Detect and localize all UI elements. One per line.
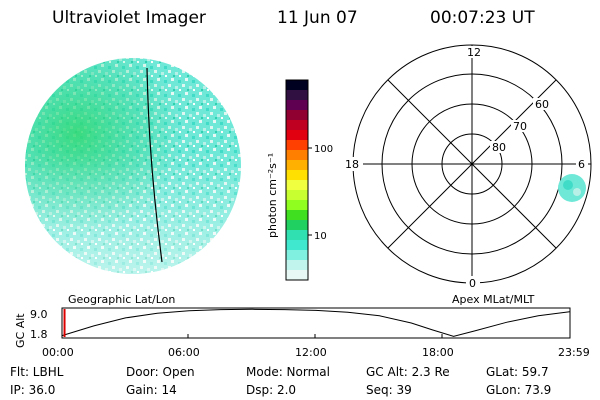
info-filter: Flt: LBHL <box>10 365 64 379</box>
color-bar-stripe <box>286 90 308 101</box>
info-mode: Mode: Normal <box>246 365 330 379</box>
color-bar-stripe <box>286 100 308 111</box>
strip-x-tick-0600: 06:00 <box>168 346 200 359</box>
info-gain: Gain: 14 <box>126 383 177 397</box>
strip-right-title: Apex MLat/MLT <box>452 293 535 306</box>
strip-y-axis-label: GC Alt <box>14 313 27 348</box>
color-bar-stripe <box>286 110 308 121</box>
color-bar-stripe <box>286 250 308 261</box>
color-bar-stripe <box>286 220 308 231</box>
color-bar-stripe <box>286 180 308 191</box>
polar-label-12: 12 <box>467 46 481 59</box>
instrument-title: Ultraviolet Imager <box>52 8 206 28</box>
color-bar-tick-100: 100 <box>314 144 333 155</box>
polar-uv-patch <box>558 174 586 202</box>
color-bar-stripe <box>286 260 308 271</box>
altitude-strip: GC Alt 9.0 1.8 00:00 06:00 12:00 18:00 2… <box>14 307 590 359</box>
polar-label-70: 70 <box>513 120 527 133</box>
strip-y-tick-9: 9.0 <box>30 308 48 321</box>
color-bar-stripe <box>286 230 308 241</box>
color-bar-scale <box>286 80 308 281</box>
strip-x-tick-2359: 23:59 <box>558 346 590 359</box>
strip-y-tick-1-8: 1.8 <box>30 328 48 341</box>
altitude-curve <box>61 308 570 337</box>
color-bar-stripe <box>286 170 308 181</box>
color-bar-stripe <box>286 150 308 161</box>
observation-date: 11 Jun 07 <box>277 8 358 28</box>
color-bar-stripe <box>286 80 308 91</box>
terminator-line <box>146 67 163 263</box>
info-glat: GLat: 59.7 <box>486 365 549 379</box>
observation-time: 00:07:23 UT <box>430 8 535 28</box>
info-ip: IP: 36.0 <box>10 383 56 397</box>
color-bar-stripe <box>286 130 308 141</box>
polar-label-80: 80 <box>492 141 506 154</box>
polar-label-6: 6 <box>578 158 585 171</box>
info-door: Door: Open <box>126 365 195 379</box>
color-bar-tick-10: 10 <box>314 231 327 242</box>
polar-label-0: 0 <box>469 277 476 290</box>
info-seq: Seq: 39 <box>366 383 412 397</box>
strip-frame <box>61 307 571 339</box>
color-bar-stripe <box>286 190 308 201</box>
strip-x-tick-1800: 18:00 <box>422 346 454 359</box>
uv-disk-image <box>25 58 241 274</box>
color-bar-stripe <box>286 200 308 211</box>
strip-x-tick-0000: 00:00 <box>42 346 74 359</box>
info-dsp: Dsp: 2.0 <box>246 383 297 397</box>
color-bar-unit-label: photon cm⁻²s⁻¹ <box>266 153 279 238</box>
info-gc-alt: GC Alt: 2.3 Re <box>366 365 450 379</box>
color-bar: 100 10 photon cm⁻²s⁻¹ <box>266 79 333 281</box>
color-bar-stripe <box>286 160 308 171</box>
color-bar-stripe <box>286 140 308 151</box>
color-bar-stripe <box>286 120 308 131</box>
polar-diagonal-2 <box>387 79 557 249</box>
color-bar-stripe <box>286 270 308 281</box>
strip-x-tick-1200: 12:00 <box>295 346 327 359</box>
color-bar-stripe <box>286 240 308 251</box>
color-bar-stripe <box>286 210 308 221</box>
info-glon: GLon: 73.9 <box>486 383 552 397</box>
color-bar-frame <box>285 79 309 281</box>
polar-label-60: 60 <box>535 98 549 111</box>
polar-grid-plot: 12 18 6 0 60 70 80 <box>343 44 592 290</box>
polar-label-18: 18 <box>345 158 359 171</box>
strip-left-title: Geographic Lat/Lon <box>68 293 176 306</box>
